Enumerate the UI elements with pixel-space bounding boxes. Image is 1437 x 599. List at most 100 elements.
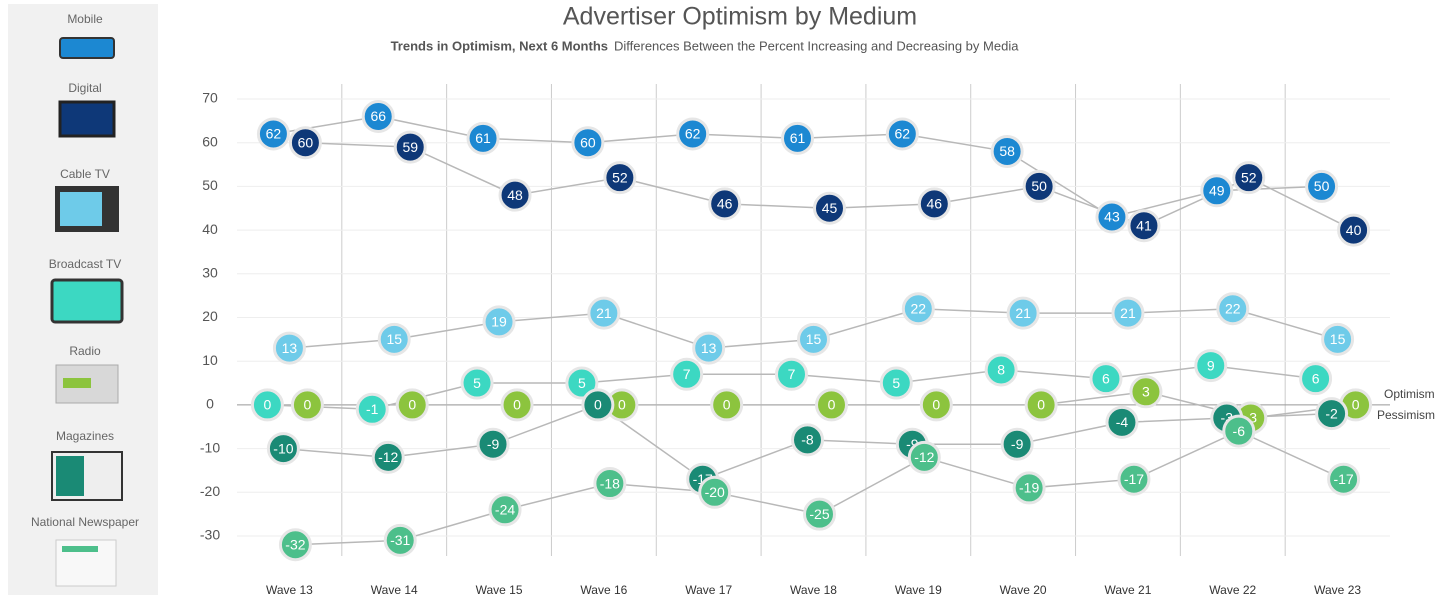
data-label: -9: [1011, 436, 1024, 452]
x-tick-label: Wave 16: [580, 583, 627, 597]
legend-label: Radio: [69, 344, 101, 358]
y-tick-label: -10: [200, 439, 220, 455]
annotation: Pessimism: [1377, 408, 1435, 422]
data-label: 61: [475, 130, 491, 146]
data-label: 15: [806, 331, 822, 347]
data-label: 0: [264, 397, 272, 413]
data-label: 5: [892, 375, 900, 391]
data-label: 50: [1031, 178, 1047, 194]
icon-cable-screen: [60, 192, 102, 226]
data-label: 62: [266, 126, 282, 142]
data-label: 0: [1352, 397, 1360, 413]
data-label: 5: [578, 375, 586, 391]
data-label: 60: [580, 134, 596, 150]
legend-label: Broadcast TV: [49, 257, 121, 271]
data-label: 66: [370, 108, 386, 124]
y-tick-label: 20: [202, 308, 218, 324]
data-label: 3: [1142, 383, 1150, 399]
data-label: 0: [1037, 397, 1045, 413]
data-label: 22: [1225, 300, 1241, 316]
data-label: -12: [914, 449, 934, 465]
data-label: -18: [600, 475, 620, 491]
data-label: 46: [927, 196, 943, 212]
data-label: 13: [282, 340, 298, 356]
y-tick-label: 0: [206, 396, 214, 412]
data-label: 52: [612, 169, 628, 185]
icon-magazine-page: [56, 456, 84, 496]
data-label: -6: [1233, 423, 1246, 439]
data-label: 0: [723, 397, 731, 413]
data-label: 62: [895, 126, 911, 142]
data-label: 46: [717, 196, 733, 212]
data-label: 7: [788, 366, 796, 382]
x-tick-label: Wave 21: [1104, 583, 1151, 597]
data-label: 7: [683, 366, 691, 382]
y-tick-label: -20: [200, 483, 220, 499]
legend-label: National Newspaper: [31, 515, 139, 529]
data-label: 58: [999, 143, 1015, 159]
annotation: Optimism: [1384, 387, 1435, 401]
y-tick-label: 60: [202, 133, 218, 149]
data-label: -19: [1019, 480, 1039, 496]
data-label: -32: [285, 536, 305, 552]
icon-newspaper-head: [62, 546, 98, 552]
y-tick-label: 50: [202, 177, 218, 193]
y-tick-label: -30: [200, 527, 220, 543]
x-tick-label: Wave 14: [371, 583, 418, 597]
y-tick-label: 30: [202, 265, 218, 281]
data-label: -17: [1124, 471, 1144, 487]
icon-broadcast: [52, 280, 122, 322]
data-label: 15: [386, 331, 402, 347]
x-tick-label: Wave 15: [476, 583, 523, 597]
data-label: 59: [402, 139, 418, 155]
data-label: -31: [390, 532, 410, 548]
data-label: -17: [1333, 471, 1353, 487]
x-tick-label: Wave 20: [1000, 583, 1047, 597]
legend-label: Mobile: [67, 12, 103, 26]
legend-label: Magazines: [56, 429, 114, 443]
data-label: 48: [507, 187, 523, 203]
y-tick-label: 70: [202, 90, 218, 106]
icon-mobile: [60, 38, 114, 58]
data-label: 0: [304, 397, 312, 413]
data-label: -1: [366, 401, 379, 417]
y-tick-label: 40: [202, 221, 218, 237]
data-label: 0: [408, 397, 416, 413]
legend-label: Cable TV: [60, 167, 110, 181]
data-label: 61: [790, 130, 806, 146]
data-label: 45: [822, 200, 838, 216]
icon-digital: [60, 102, 114, 136]
data-label: 0: [828, 397, 836, 413]
chart: Advertiser Optimism by Medium Trends in …: [0, 0, 1437, 599]
data-label: 40: [1346, 222, 1362, 238]
data-label: -24: [495, 501, 515, 517]
data-label: 21: [596, 305, 612, 321]
data-label: 0: [618, 397, 626, 413]
data-label: 5: [473, 375, 481, 391]
data-label: 0: [594, 397, 602, 413]
data-label: -4: [1116, 414, 1129, 430]
icon-radio-dial: [63, 378, 91, 388]
data-label: 41: [1136, 217, 1152, 233]
data-label: 21: [1015, 305, 1031, 321]
x-tick-label: Wave 22: [1209, 583, 1256, 597]
x-tick-label: Wave 13: [266, 583, 313, 597]
data-label: -20: [705, 484, 725, 500]
data-label: 52: [1241, 169, 1257, 185]
subtitle-detail: Differences Between the Percent Increasi…: [614, 38, 1019, 53]
data-label: 50: [1314, 178, 1330, 194]
data-label: 6: [1102, 370, 1110, 386]
data-label: 6: [1312, 370, 1320, 386]
data-label: 8: [997, 362, 1005, 378]
data-label: 19: [491, 314, 507, 330]
data-label: -9: [487, 436, 500, 452]
data-label: -10: [273, 440, 293, 456]
data-label: -25: [809, 506, 829, 522]
data-label: 0: [932, 397, 940, 413]
data-label: -12: [378, 449, 398, 465]
chart-title: Advertiser Optimism by Medium: [563, 3, 917, 31]
data-label: 22: [911, 300, 927, 316]
data-label: 62: [685, 126, 701, 142]
data-label: 13: [701, 340, 717, 356]
data-label: -2: [1325, 405, 1338, 421]
